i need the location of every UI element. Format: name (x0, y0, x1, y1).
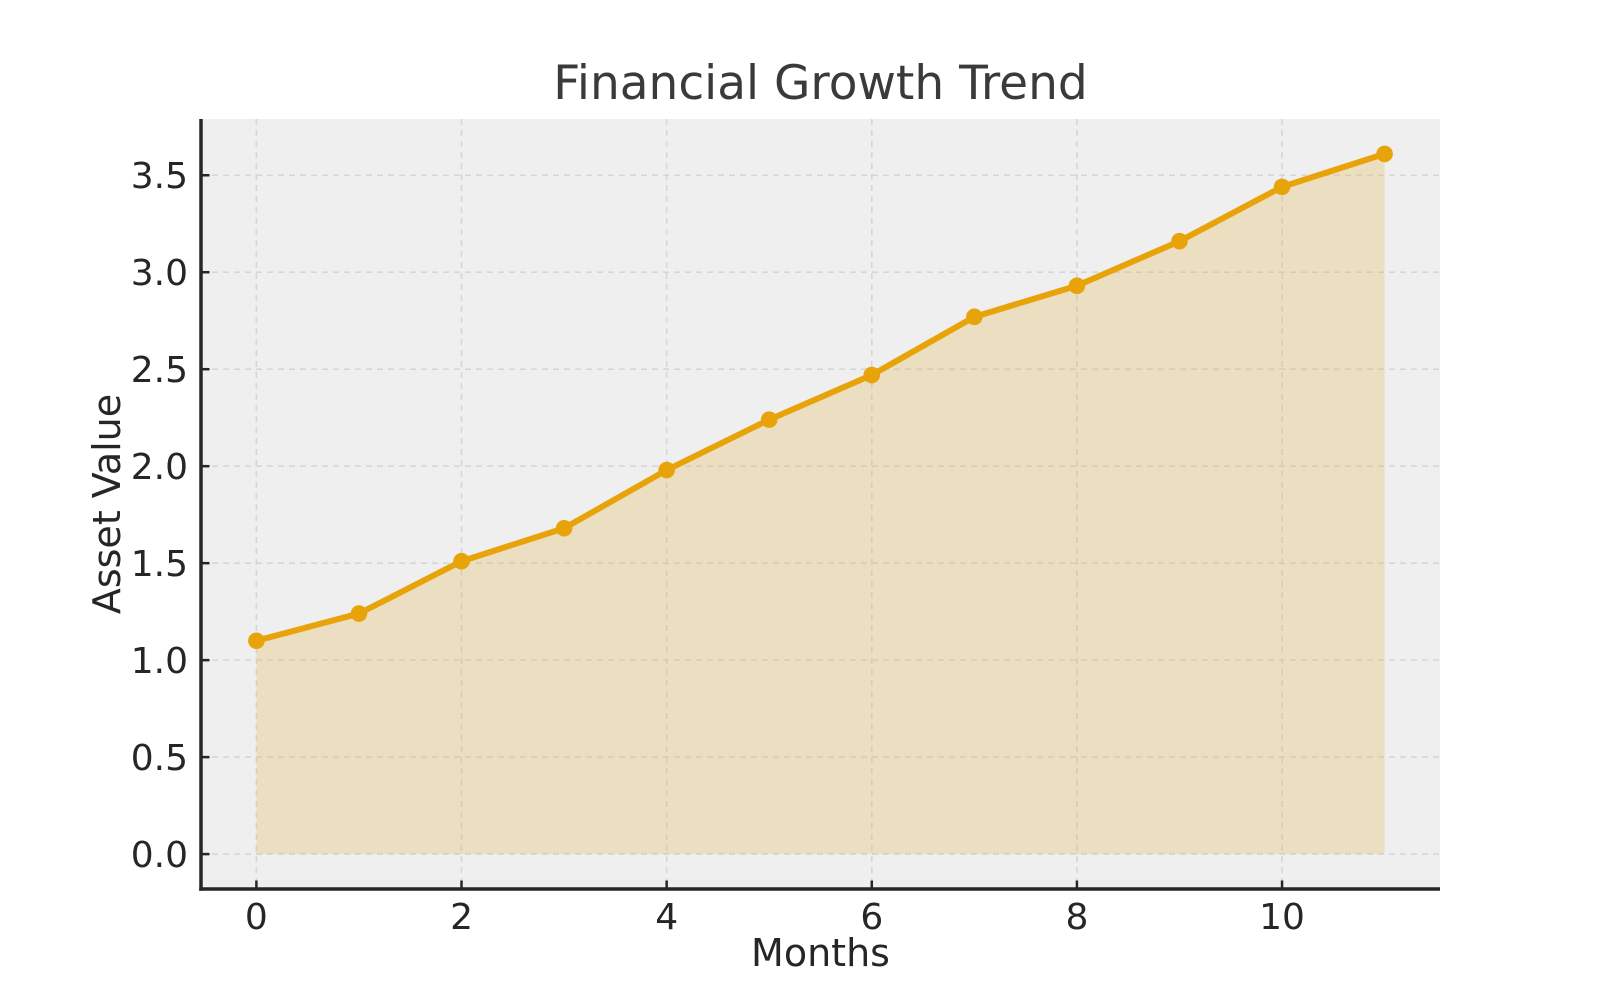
y-tick-label: 3.0 (131, 253, 188, 294)
y-tick-label: 0.0 (131, 835, 188, 876)
y-tick-label: 2.5 (131, 350, 188, 391)
data-point-marker (1068, 277, 1086, 295)
x-tick-label: 10 (1259, 897, 1305, 938)
data-point-marker (966, 308, 983, 326)
data-point-marker (760, 411, 778, 428)
chart-title: Financial Growth Trend (553, 56, 1088, 111)
data-point-marker (658, 461, 675, 479)
data-point-marker (863, 366, 881, 384)
y-axis-label: Asset Value (85, 393, 129, 615)
y-tick-label: 1.5 (131, 544, 188, 585)
data-point-marker (1171, 232, 1188, 250)
data-point-marker (1273, 178, 1291, 196)
data-point-marker (350, 605, 368, 622)
y-tick-label: 2.0 (131, 447, 188, 488)
x-tick-label: 4 (655, 897, 678, 938)
y-tick-label: 0.5 (131, 738, 188, 779)
data-point-marker (248, 632, 265, 650)
data-point-marker (1376, 145, 1393, 163)
x-tick-label: 6 (860, 897, 883, 938)
x-tick-label: 8 (1065, 897, 1088, 938)
data-point-marker (555, 519, 573, 537)
x-tick-label: 2 (450, 897, 473, 938)
area-fill (256, 153, 1385, 855)
x-tick-label: 0 (245, 897, 268, 938)
y-tick-label: 1.0 (131, 641, 188, 682)
x-axis-label: Months (751, 931, 890, 975)
plot-background (201, 119, 1440, 889)
data-point-marker (453, 552, 470, 570)
y-tick-label: 3.5 (131, 156, 188, 197)
trend-line (253, 150, 1388, 644)
